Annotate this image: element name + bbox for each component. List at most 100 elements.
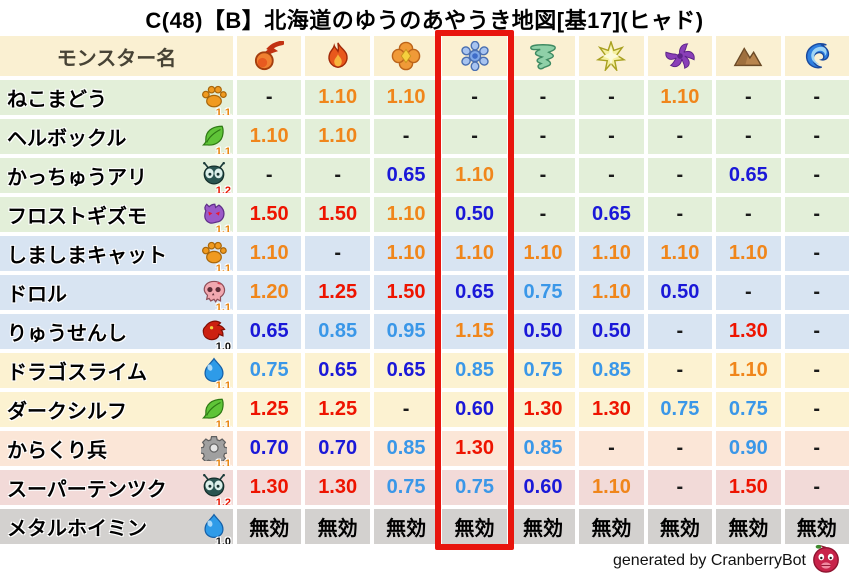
element-header-cell — [237, 36, 302, 76]
resist-value-cell: - — [442, 119, 507, 154]
resist-value-cell: 0.65 — [305, 353, 370, 388]
resist-value-cell: - — [442, 80, 507, 115]
element-header-cell — [305, 36, 370, 76]
resist-value-cell: - — [579, 158, 644, 193]
tornado-icon — [528, 41, 558, 71]
resist-value-cell: 0.75 — [716, 392, 781, 427]
type-multiplier: 1.0 — [215, 340, 231, 350]
resist-value-cell: - — [373, 119, 439, 154]
resist-value-cell: 無効 — [442, 509, 507, 544]
monster-name: ダークシルフ — [7, 401, 127, 423]
resistance-table: モンスター名 ねこまどう 1.1-1.10 1.10- - -1.10- - ヘルボックル 1… — [0, 36, 849, 544]
monster-name-cell: ドロル 1.1 — [0, 275, 233, 310]
resist-value-cell: - — [647, 158, 713, 193]
monster-name-cell: ダークシルフ 1.1 — [0, 392, 233, 427]
resist-value-cell: 0.65 — [237, 314, 302, 349]
type-multiplier: 1.1 — [215, 262, 231, 272]
resist-value-cell: - — [784, 80, 849, 115]
resist-value-cell: 1.10 — [373, 197, 439, 232]
type-multiplier: 1.1 — [215, 418, 231, 428]
resist-value-cell: 0.50 — [510, 314, 576, 349]
resist-value-cell: 0.50 — [579, 314, 644, 349]
page-title: C(48)【B】北海道のゆうのあやうき地図[基17](ヒャド) — [145, 8, 704, 33]
resist-value-cell: - — [373, 392, 439, 427]
resist-value-cell: 1.50 — [305, 197, 370, 232]
spark-icon — [596, 41, 627, 71]
skull-icon: 1.1 — [199, 279, 231, 310]
type-multiplier: 1.0 — [215, 535, 231, 545]
resist-value-cell: 1.30 — [579, 392, 644, 427]
resist-value-cell: 0.65 — [373, 158, 439, 193]
monster-name-header: モンスター名 — [0, 36, 233, 76]
mountain-icon — [733, 41, 763, 71]
cranberry-icon — [811, 543, 841, 578]
gear-icon: 1.1 — [199, 435, 231, 466]
resist-value-cell: 1.25 — [305, 275, 370, 310]
resist-value-cell: 0.70 — [237, 431, 302, 466]
resist-value-cell: 0.75 — [373, 470, 439, 505]
resist-value-cell: 1.10 — [647, 236, 713, 271]
resist-value-cell: 0.95 — [373, 314, 439, 349]
resist-value-cell: 無効 — [716, 509, 781, 544]
pinwheel-icon — [665, 41, 695, 71]
resist-value-cell: 無効 — [237, 509, 302, 544]
monster-name: ねこまどう — [7, 89, 107, 111]
resist-value-cell: 0.75 — [510, 353, 576, 388]
paw-icon: 1.1 — [199, 240, 231, 271]
wave-icon — [802, 41, 832, 71]
type-multiplier: 1.1 — [215, 145, 231, 155]
monster-name-cell: フロストギズモ 1.1 — [0, 197, 233, 232]
resist-value-cell: 1.10 — [237, 119, 302, 154]
resist-value-cell: 1.15 — [442, 314, 507, 349]
resist-value-cell: 1.25 — [305, 392, 370, 427]
resist-value-cell: 1.10 — [237, 236, 302, 271]
slime-icon: 1.1 — [199, 357, 231, 388]
resist-value-cell: - — [784, 119, 849, 154]
resist-value-cell: 無効 — [305, 509, 370, 544]
resist-value-cell: - — [784, 431, 849, 466]
resist-value-cell: 無効 — [784, 509, 849, 544]
resist-value-cell: - — [305, 236, 370, 271]
monster-name-cell: りゅうせんし 1.0 — [0, 314, 233, 349]
type-multiplier: 1.1 — [215, 457, 231, 467]
type-multiplier: 1.1 — [215, 301, 231, 311]
element-header-cell — [373, 36, 439, 76]
footer-credit: generated by CranberryBot — [613, 551, 806, 569]
monster-name-cell: ヘルボックル 1.1 — [0, 119, 233, 154]
resist-value-cell: 1.30 — [716, 314, 781, 349]
monster-name: フロストギズモ — [7, 206, 147, 228]
type-multiplier: 1.1 — [215, 106, 231, 116]
resist-value-cell: 1.10 — [510, 236, 576, 271]
monster-name: スーパーテンツク — [7, 479, 167, 501]
resist-value-cell: 1.10 — [442, 236, 507, 271]
resist-value-cell: - — [716, 119, 781, 154]
resist-value-cell: - — [716, 80, 781, 115]
resist-value-cell: 1.10 — [373, 80, 439, 115]
resist-value-cell: 1.10 — [579, 236, 644, 271]
resist-value-cell: - — [510, 119, 576, 154]
resist-value-cell: - — [237, 80, 302, 115]
element-header-cell — [784, 36, 849, 76]
monster-name: ドロル — [7, 284, 67, 306]
resist-value-cell: 0.60 — [442, 392, 507, 427]
resist-value-cell: 0.50 — [442, 197, 507, 232]
resist-value-cell: 0.75 — [237, 353, 302, 388]
resist-value-cell: 1.20 — [237, 275, 302, 310]
resist-value-cell: 1.30 — [510, 392, 576, 427]
monster-name: しましまキャット — [7, 245, 167, 267]
resist-value-cell: 1.10 — [305, 80, 370, 115]
resist-value-cell: - — [510, 158, 576, 193]
resist-value-cell: 1.10 — [579, 275, 644, 310]
resist-value-cell: - — [784, 314, 849, 349]
leaf-icon: 1.1 — [199, 396, 231, 427]
footer: generated by CranberryBot — [613, 543, 841, 578]
resist-value-cell: - — [510, 80, 576, 115]
monster-name: ヘルボックル — [7, 128, 127, 150]
element-header-cell — [647, 36, 713, 76]
fireball-icon — [254, 41, 285, 71]
resist-value-cell: 0.60 — [510, 470, 576, 505]
resist-value-cell: - — [237, 158, 302, 193]
resist-value-cell: - — [784, 392, 849, 427]
resist-value-cell: 1.10 — [373, 236, 439, 271]
monster-name-cell: ドラゴスライム 1.1 — [0, 353, 233, 388]
